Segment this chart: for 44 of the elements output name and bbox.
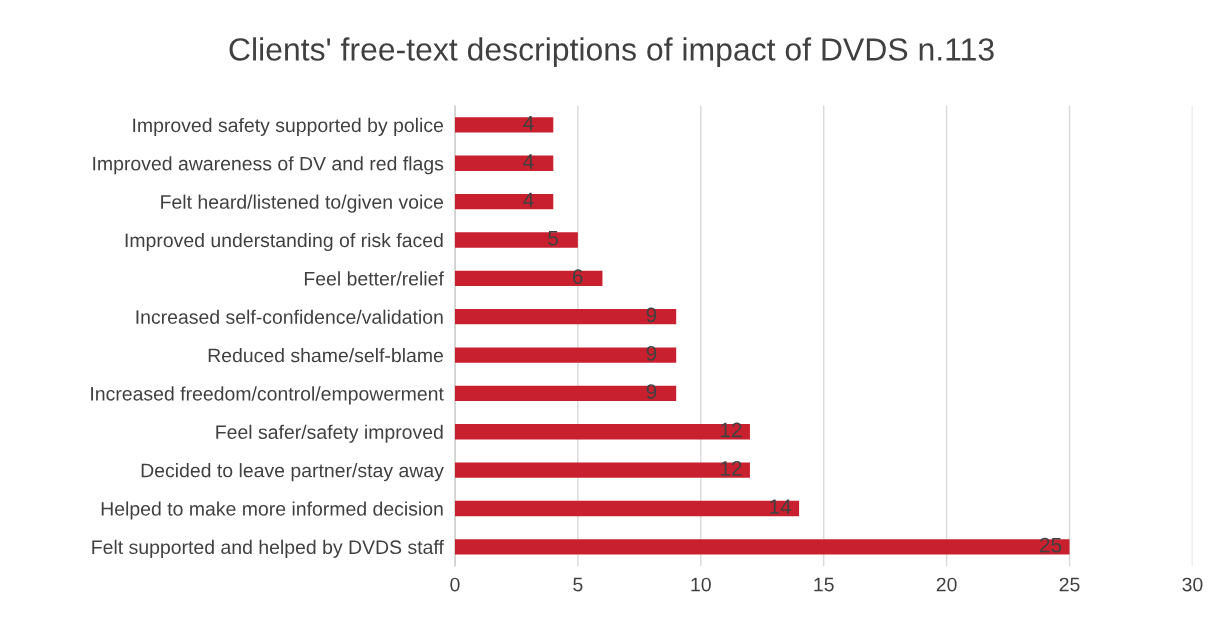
data-label: 6 <box>572 269 583 284</box>
x-tick-label: 15 <box>814 577 834 592</box>
data-label: 12 <box>720 422 742 438</box>
data-label: 4 <box>523 154 534 169</box>
bar <box>454 500 800 517</box>
y-tick-label: Improved understanding of risk faced <box>125 232 443 252</box>
y-tick-label: Felt heard/listened to/given voice <box>161 194 443 213</box>
data-label: 4 <box>523 192 534 208</box>
y-tick-label: Improved safety supported by police <box>133 117 443 136</box>
bar <box>454 424 750 440</box>
y-tick-label: Feel better/relief <box>304 271 444 286</box>
data-label: 4 <box>523 115 534 131</box>
data-label: 9 <box>646 384 657 400</box>
bar <box>454 462 750 478</box>
x-tick-label: 30 <box>1182 577 1203 592</box>
y-tick-label: Feel safer/safety improved <box>216 424 443 443</box>
data-label: 5 <box>548 231 559 246</box>
bar <box>454 117 554 133</box>
bar <box>454 193 554 210</box>
bar <box>454 539 1070 555</box>
data-label: 14 <box>770 499 792 514</box>
data-label: 25 <box>1040 537 1062 553</box>
bar <box>454 155 554 171</box>
x-tick-label: 10 <box>691 577 711 592</box>
y-tick-label: Decided to leave partner/stay away <box>141 463 444 482</box>
chart-title: Clients' free-text descriptions of impact of DVDS n.113 <box>229 37 994 68</box>
y-tick-label: Reduced shame/self-blame <box>208 348 443 363</box>
data-label: 9 <box>646 345 657 361</box>
y-tick-label: Increased self-confidence/validation <box>136 309 443 324</box>
y-tick-label: Increased freedom/control/empowerment <box>91 386 444 405</box>
bar <box>454 309 677 325</box>
bar <box>454 347 677 363</box>
bar <box>454 385 677 402</box>
x-tick-label: 25 <box>1059 577 1080 592</box>
x-tick-label: 20 <box>936 577 957 592</box>
data-label: 9 <box>646 307 657 323</box>
data-label: 12 <box>720 460 742 476</box>
bar <box>454 232 578 248</box>
x-tick-label: 0 <box>450 577 460 592</box>
x-tick-label: 5 <box>573 577 583 592</box>
y-tick-label: Improved awareness of DV and red flags <box>93 156 444 175</box>
bar <box>454 270 603 287</box>
y-tick-label: Felt supported and helped by DVDS staff <box>92 539 444 558</box>
y-tick-label: Helped to make more informed decision <box>101 501 443 520</box>
